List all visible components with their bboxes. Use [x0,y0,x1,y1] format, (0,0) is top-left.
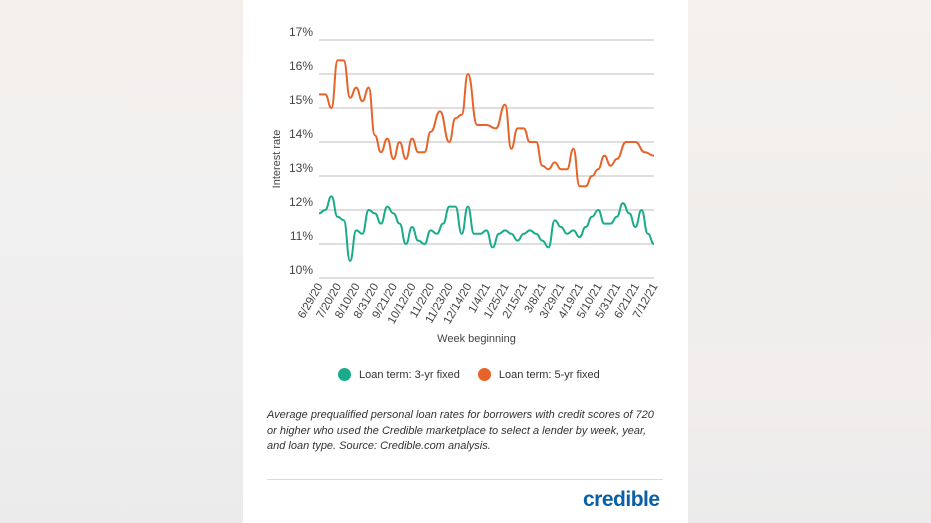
gridlines [319,39,654,279]
legend-label-5yr: Loan term: 5-yr fixed [498,368,600,381]
series-lines [318,59,655,262]
y-tick-label: 10% [289,263,313,277]
chart-card: 17% 16% 15% 14% 13% 12% 11% 10% 6/29/20 7/20/20 8… [243,0,688,523]
legend-label-3yr: Loan term: 3-yr fixed [359,368,460,381]
y-tick-label: 16% [289,59,313,73]
x-axis-ticks: 6/29/207/20/208/10/208/31/209/21/2010/12… [296,282,661,327]
line-chart: 17% 16% 15% 14% 13% 12% 11% 10% 6/29/207/20/208… [271,25,661,345]
y-tick-label: 11% [290,229,313,243]
y-axis-title: Interest rate [271,130,283,189]
series-line-3yr [318,195,655,262]
legend: Loan term: 3-yr fixed Loan term: 5-yr fi… [338,368,618,381]
y-axis-ticks: 17% 16% 15% 14% 13% 12% 11% 10% [289,25,313,277]
background-right [688,0,931,523]
legend-item-3yr: Loan term: 3-yr fixed [338,368,460,381]
series-line-5yr [319,59,655,188]
y-tick-label: 13% [289,161,313,175]
y-tick-label: 15% [289,93,313,107]
background-left [0,0,243,523]
legend-item-5yr: Loan term: 5-yr fixed [477,368,600,381]
y-tick-label: 17% [289,25,313,39]
credible-logo: credible [583,488,660,511]
x-axis-title: Week beginning [437,333,516,345]
y-tick-label: 12% [289,195,313,209]
y-tick-label: 14% [289,127,313,141]
legend-dot-3yr [338,368,351,381]
legend-dot-5yr [477,368,491,381]
divider [267,479,663,480]
chart-caption: Average prequalified personal loan rates… [267,409,654,452]
